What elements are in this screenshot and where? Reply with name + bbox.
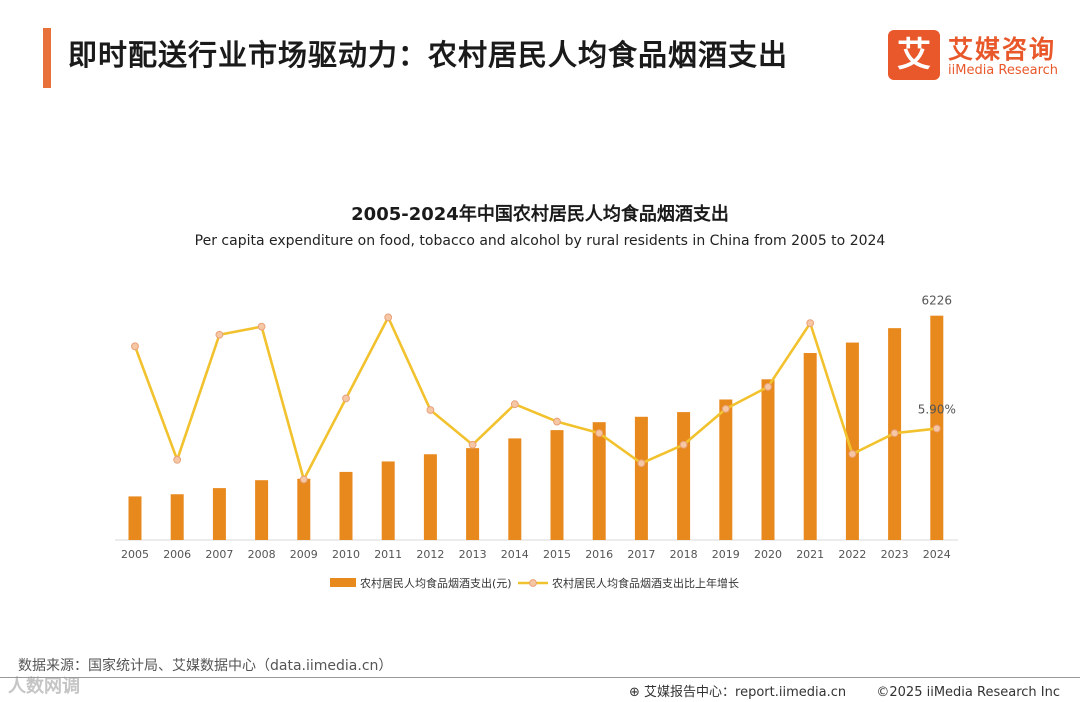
growth-point-2013 <box>468 440 477 449</box>
logo-name-en: iiMedia Research <box>948 63 1059 78</box>
growth-point-2007 <box>215 330 224 339</box>
footer-divider <box>0 677 1080 678</box>
bar-2019 <box>719 399 733 540</box>
page-title: 即时配送行业市场驱动力：农村居民人均食品烟酒支出 <box>68 38 789 72</box>
x-tick-label: 2022 <box>838 548 866 561</box>
legend-bar-label: 农村居民人均食品烟酒支出(元) <box>360 576 512 590</box>
growth-point-2023 <box>890 429 899 438</box>
data-source: 数据来源：国家统计局、艾媒数据中心（data.iimedia.cn） <box>18 658 393 674</box>
x-tick-label: 2005 <box>121 548 149 561</box>
chart-subtitle: Per capita expenditure on food, tobacco … <box>194 233 886 249</box>
last-line-data-label: 5.90% <box>918 403 956 417</box>
growth-line <box>133 316 937 481</box>
logo-mark-icon: 艾 <box>888 30 940 80</box>
growth-point-2009 <box>299 475 308 484</box>
bar-2015 <box>550 430 564 540</box>
bar-2005 <box>128 496 142 540</box>
bar-2014 <box>508 438 522 540</box>
bar-2020 <box>761 379 775 540</box>
x-tick-label: 2018 <box>670 548 698 561</box>
x-tick-label: 2023 <box>881 548 909 561</box>
growth-point-2008 <box>257 322 266 331</box>
chart-title: 2005-2024年中国农村居民人均食品烟酒支出 <box>351 204 729 225</box>
bar-2012 <box>423 454 437 540</box>
report-center-icon: ⊕ <box>628 685 640 700</box>
bar-2022 <box>845 342 859 540</box>
growth-point-2017 <box>637 459 646 468</box>
x-tick-label: 2017 <box>627 548 655 561</box>
bar-2009 <box>297 478 311 540</box>
growth-point-2019 <box>721 404 730 413</box>
title-accent-bar <box>43 28 51 88</box>
last-bar-data-label: 6226 <box>922 294 953 308</box>
brand-logo: 艾 艾媒咨询 iiMedia Research <box>888 30 1058 82</box>
growth-point-2012 <box>426 406 435 414</box>
growth-point-2011 <box>384 313 393 322</box>
x-tick-label: 2016 <box>585 548 613 561</box>
bar-2013 <box>466 448 480 540</box>
bar-2018 <box>677 412 691 540</box>
bar-2008 <box>255 480 269 540</box>
x-tick-label: 2024 <box>923 548 951 561</box>
x-tick-label: 2008 <box>248 548 276 561</box>
legend-line-marker <box>529 579 537 587</box>
growth-point-2010 <box>342 394 350 403</box>
x-tick-label: 2011 <box>374 548 402 561</box>
growth-point-2014 <box>510 400 519 409</box>
x-tick-label: 2010 <box>332 548 360 561</box>
logo-name-cn: 艾媒咨询 <box>948 35 1057 64</box>
legend-line-label: 农村居民人均食品烟酒支出比上年增长 <box>552 576 739 590</box>
bar-2011 <box>381 461 395 540</box>
copyright: ©2025 iiMedia Research Inc <box>876 685 1060 700</box>
x-tick-label: 2021 <box>796 548 824 561</box>
footer-info: ⊕ 艾媒报告中心：report.iimedia.cn ©2025 iiMedia… <box>629 681 1060 700</box>
x-tick-label: 2014 <box>501 548 529 561</box>
watermark: 人数网调 <box>8 676 80 697</box>
report-site-link[interactable]: 艾媒报告中心：report.iimedia.cn <box>644 685 847 700</box>
x-tick-label: 2015 <box>543 548 571 561</box>
x-tick-label: 2009 <box>290 548 318 561</box>
bar-2017 <box>634 416 648 540</box>
growth-point-2006 <box>173 455 182 464</box>
bar-2021 <box>803 353 817 540</box>
bar-2007 <box>212 488 226 540</box>
growth-point-2020 <box>764 382 772 391</box>
x-tick-label: 2019 <box>712 548 740 561</box>
growth-point-2018 <box>679 440 688 449</box>
x-tick-label: 2012 <box>416 548 444 561</box>
growth-point-2016 <box>595 429 604 438</box>
growth-point-2015 <box>553 417 561 426</box>
growth-point-2022 <box>848 450 857 458</box>
growth-point-2024 <box>932 424 941 433</box>
x-tick-label: 2007 <box>205 548 233 561</box>
bar-2016 <box>592 422 606 540</box>
x-tick-label: 2013 <box>459 548 487 561</box>
legend-bar-swatch <box>330 578 356 587</box>
x-tick-label: 2006 <box>163 548 191 561</box>
growth-point-2021 <box>806 319 815 328</box>
growth-point-2005 <box>131 342 139 351</box>
bar-2006 <box>170 494 184 540</box>
x-tick-label: 2020 <box>754 548 782 561</box>
bar-2010 <box>339 471 353 540</box>
